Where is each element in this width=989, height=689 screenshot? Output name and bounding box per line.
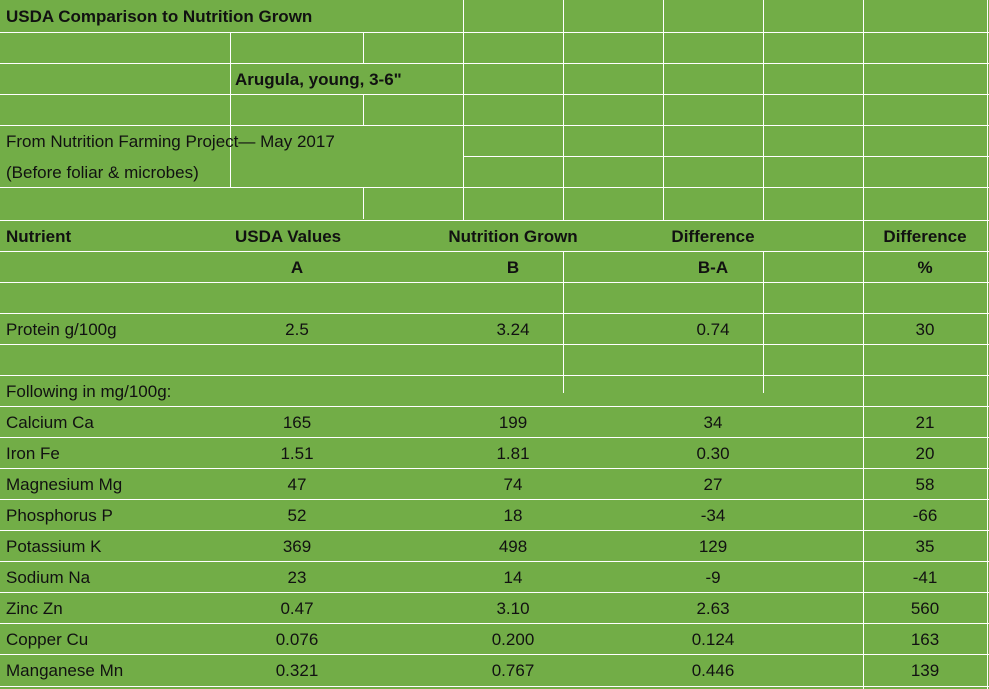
difference-pct: 35 (915, 537, 935, 556)
gridline (563, 252, 564, 393)
grown-value: 14 (503, 568, 523, 587)
nutrient-name: Potassium K (6, 537, 102, 556)
grown-value: 74 (503, 475, 523, 494)
difference-pct: 21 (915, 413, 935, 432)
gridline (0, 125, 989, 126)
grown-value: 18 (503, 506, 523, 525)
usda-value: 0.47 (280, 599, 314, 618)
gridline (0, 344, 989, 345)
gridline (0, 530, 989, 531)
difference-value: 0.124 (691, 630, 735, 649)
gridline (0, 220, 989, 221)
nutrient-name: Phosphorus P (6, 506, 113, 525)
gridline (0, 63, 989, 64)
nutrient-name: Manganese Mn (6, 661, 124, 680)
difference-value: -9 (705, 568, 721, 587)
header-nutrition-grown: Nutrition Grown (448, 227, 578, 246)
gridline (463, 156, 989, 157)
nutrient-name: Copper Cu (6, 630, 89, 649)
difference-value: 2.63 (696, 599, 730, 618)
header-nutrient: Nutrient (6, 227, 72, 246)
source-line-1: From Nutrition Farming Project— May 2017 (6, 132, 335, 151)
usda-value: 47 (287, 475, 307, 494)
grown-value: 199 (498, 413, 528, 432)
difference-pct: 139 (910, 661, 940, 680)
header-usda-values: USDA Values (235, 227, 342, 246)
grown-value: 0.200 (491, 630, 535, 649)
protein-grown: 3.24 (496, 320, 530, 339)
difference-value: 0.446 (691, 661, 735, 680)
usda-value: 165 (282, 413, 312, 432)
gridline (0, 686, 989, 687)
gridline (463, 0, 464, 221)
grown-value: 1.81 (496, 444, 530, 463)
gridline (0, 94, 989, 95)
mg-section-label: Following in mg/100g: (6, 382, 172, 401)
protein-name: Protein g/100g (6, 320, 117, 339)
sheet-subtitle: Arugula, young, 3-6" (235, 70, 402, 89)
protein-diff: 0.74 (696, 320, 730, 339)
usda-value: 23 (287, 568, 307, 587)
usda-value: 1.51 (280, 444, 314, 463)
nutrient-name: Calcium Ca (6, 413, 94, 432)
difference-pct: 58 (915, 475, 935, 494)
usda-value: 0.321 (275, 661, 319, 680)
gridline (0, 592, 989, 593)
header-difference-pct: Difference (883, 227, 967, 246)
gridline (0, 654, 989, 655)
gridline (563, 0, 564, 221)
gridline (0, 32, 989, 33)
usda-value: 369 (282, 537, 312, 556)
gridline (0, 623, 989, 624)
header-grown-sub: B (506, 258, 520, 277)
sheet-title: USDA Comparison to Nutrition Grown (6, 7, 313, 26)
header-diff-sub: B-A (697, 258, 729, 277)
difference-pct: 20 (915, 444, 935, 463)
gridline (363, 188, 364, 219)
gridline (0, 187, 989, 188)
gridline (363, 33, 364, 63)
protein-usda: 2.5 (285, 320, 309, 339)
grown-value: 498 (498, 537, 528, 556)
difference-pct: -66 (912, 506, 938, 525)
header-difference: Difference (671, 227, 755, 246)
grown-value: 3.10 (496, 599, 530, 618)
nutrient-name: Zinc Zn (6, 599, 63, 618)
difference-pct: 560 (910, 599, 940, 618)
source-line-2: (Before foliar & microbes) (6, 163, 199, 182)
gridline (0, 437, 989, 438)
gridline (230, 33, 231, 188)
difference-value: -34 (700, 506, 726, 525)
nutrient-name: Magnesium Mg (6, 475, 123, 494)
header-pct-sub: % (917, 258, 933, 277)
protein-pct: 30 (915, 320, 935, 339)
gridline (763, 0, 764, 221)
usda-value: 52 (287, 506, 307, 525)
gridline (363, 94, 364, 126)
gridline (663, 0, 664, 221)
gridline (0, 313, 989, 314)
gridline (0, 561, 989, 562)
gridline (0, 251, 989, 252)
gridline (763, 252, 764, 393)
difference-pct: -41 (912, 568, 938, 587)
nutrient-name: Iron Fe (6, 444, 60, 463)
header-usda-sub: A (290, 258, 304, 277)
gridline (0, 282, 989, 283)
difference-value: 0.30 (696, 444, 730, 463)
difference-value: 27 (703, 475, 723, 494)
gridline (0, 406, 989, 407)
nutrient-name: Sodium Na (6, 568, 91, 587)
grown-value: 0.767 (491, 661, 535, 680)
difference-value: 34 (703, 413, 723, 432)
gridline (0, 375, 989, 376)
usda-value: 0.076 (275, 630, 319, 649)
difference-value: 129 (698, 537, 728, 556)
gridline (0, 468, 989, 469)
difference-pct: 163 (910, 630, 940, 649)
gridline (0, 499, 989, 500)
